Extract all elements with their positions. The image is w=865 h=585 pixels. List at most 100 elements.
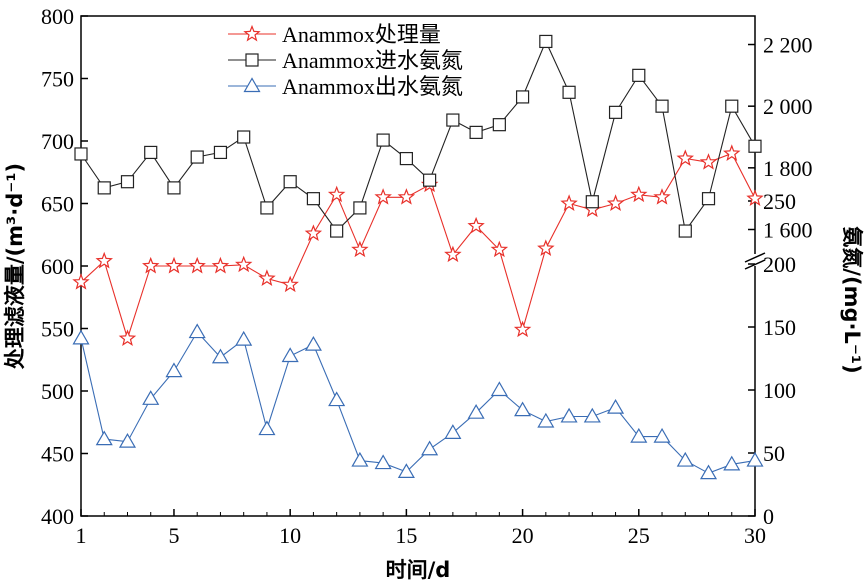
data-point-treatment (537, 239, 555, 256)
data-point-treatment (630, 185, 648, 203)
series-line-treatment (80, 152, 756, 341)
data-point-effluent (235, 330, 253, 346)
x-tick-label: 15 (395, 523, 417, 548)
data-point-treatment (142, 256, 160, 274)
y-right-tick-label: 250 (763, 189, 796, 214)
legend-marker-treatment (228, 24, 276, 42)
data-point-influent (144, 145, 158, 160)
y-right-tick-label: 200 (763, 252, 796, 277)
data-point-effluent (444, 424, 462, 439)
y-left-tick-label: 800 (41, 4, 74, 29)
series-influent (74, 34, 762, 238)
data-point-treatment (374, 188, 392, 205)
series-line-effluent (80, 331, 756, 474)
data-point-influent (399, 151, 413, 166)
data-point-effluent (351, 451, 369, 467)
legend-label-effluent: Anammox出水氨氮 (282, 74, 463, 99)
data-point-treatment (95, 251, 113, 269)
data-point-influent (353, 201, 367, 215)
data-point-treatment (304, 224, 323, 241)
data-point-influent (632, 68, 646, 82)
data-point-effluent (188, 323, 206, 339)
data-point-influent (190, 150, 204, 164)
legend-item-treatment: Anammox处理量 (228, 22, 441, 47)
data-point-effluent (397, 463, 415, 478)
data-point-influent (492, 118, 506, 132)
legend-label-treatment: Anammox处理量 (282, 22, 441, 47)
data-point-effluent (676, 451, 694, 467)
y-left-tick-label: 450 (41, 442, 74, 467)
data-point-effluent (281, 347, 299, 363)
legend-label-influent: Anammox进水氨氮 (282, 48, 463, 73)
data-point-influent (74, 147, 88, 161)
series-layer (72, 34, 764, 480)
data-point-influent (655, 99, 669, 113)
y-right-tick-label: 2 000 (763, 94, 813, 119)
data-point-effluent (746, 451, 764, 467)
data-point-effluent (537, 412, 555, 428)
data-point-effluent (421, 440, 439, 456)
data-point-treatment (653, 188, 671, 205)
data-point-treatment (281, 275, 299, 293)
y-right-tick-label: 2 200 (763, 33, 813, 58)
data-point-treatment (235, 255, 253, 273)
data-point-influent (283, 175, 297, 189)
data-point-treatment (676, 149, 694, 166)
data-point-treatment (444, 245, 462, 263)
legend-marker-effluent (228, 77, 276, 93)
data-point-effluent (328, 391, 346, 407)
data-point-effluent (699, 464, 718, 480)
data-point-influent (725, 99, 739, 113)
data-point-treatment (72, 273, 90, 290)
data-point-effluent (142, 390, 160, 405)
y-left-tick-label: 500 (41, 379, 74, 404)
legend-item-effluent: Anammox出水氨氮 (228, 74, 463, 99)
series-effluent (72, 323, 764, 480)
y-left-tick-label: 550 (41, 317, 74, 342)
x-tick-label: 1 (76, 523, 87, 548)
data-point-effluent (118, 432, 137, 448)
data-point-treatment (746, 189, 764, 206)
data-point-treatment (397, 188, 416, 205)
data-point-effluent (607, 398, 625, 414)
data-point-influent (260, 201, 274, 215)
y-left-tick-label: 400 (41, 504, 74, 529)
data-point-influent (306, 192, 321, 206)
data-point-treatment (188, 256, 206, 274)
legend-item-influent: Anammox进水氨氮 (228, 48, 463, 73)
data-point-treatment (490, 240, 509, 258)
y-right-tick-label: 150 (763, 315, 796, 340)
legend-symbol (243, 24, 261, 42)
y-left-tick-label: 700 (41, 129, 74, 154)
data-point-treatment (467, 216, 485, 234)
data-point-influent (515, 90, 530, 104)
data-point-treatment (211, 256, 230, 274)
x-tick-label: 25 (628, 523, 650, 548)
y-left-axis-title: 处理滤液量/(m³·d⁻¹) (3, 163, 27, 370)
data-point-influent (213, 145, 228, 160)
data-point-influent (748, 139, 762, 153)
y-left-axis-ticks: 400 450 500 550 600 650 700 750 800 (41, 4, 88, 529)
data-point-treatment (118, 329, 137, 346)
data-point-treatment (513, 320, 532, 338)
x-tick-label: 5 (168, 523, 179, 548)
data-point-influent (97, 181, 111, 195)
data-point-effluent (165, 362, 183, 378)
data-point-treatment (165, 256, 183, 274)
data-point-treatment (723, 144, 741, 161)
data-point-influent (701, 192, 716, 206)
data-point-effluent (72, 329, 90, 345)
x-axis-ticks: 1 5 10 15 20 25 30 (76, 509, 766, 548)
data-point-influent (608, 105, 623, 119)
data-point-treatment (606, 194, 625, 211)
data-point-influent (237, 130, 251, 144)
data-point-treatment (560, 194, 578, 211)
data-point-treatment (699, 153, 718, 170)
data-point-effluent (653, 427, 671, 443)
y-left-tick-label: 750 (41, 67, 74, 92)
y-right-axis-title: 氨氮/(mg·L⁻¹) (840, 226, 864, 373)
data-point-influent (446, 113, 460, 127)
y-right-tick-label: 1 600 (763, 218, 813, 243)
data-point-influent (585, 195, 599, 209)
